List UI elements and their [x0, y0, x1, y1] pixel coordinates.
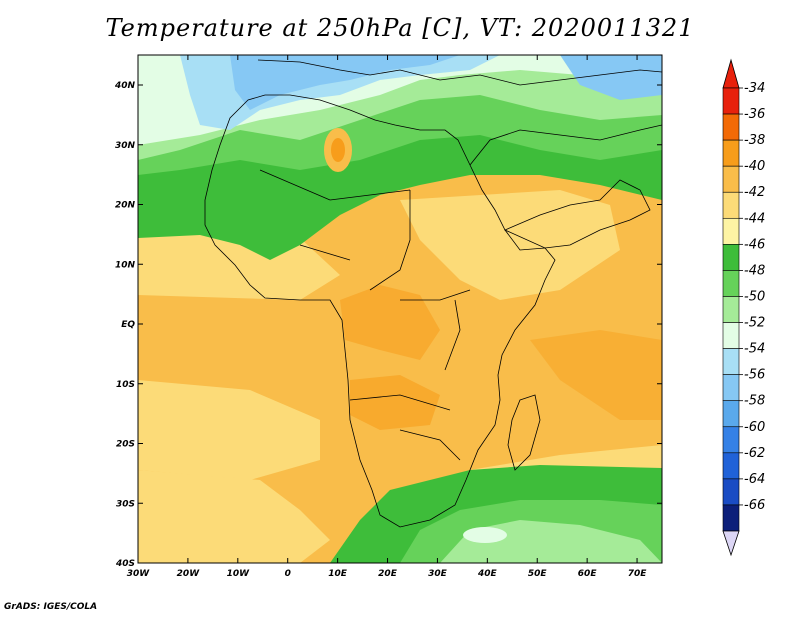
colorbar-label: -62 — [744, 446, 765, 461]
country-borders — [259, 169, 471, 461]
colorbar-label: -66 — [744, 498, 765, 513]
colorbar-label: -58 — [744, 394, 765, 409]
band-minus-56-northeast — [560, 55, 662, 100]
colorbar-swatch — [722, 244, 740, 271]
colorbar-label: -50 — [744, 289, 765, 304]
lat-tick-label: 30N — [115, 141, 136, 151]
colorbar-label: -46 — [744, 237, 765, 252]
colorbar-swatch — [722, 374, 740, 402]
lon-tick-label: 10E — [328, 569, 348, 579]
colorbar: -34 -36 -38 -40 -42 -44 -46 -48 -50 -52 -54 -56 -58 -… — [722, 58, 765, 557]
band-minus-38-angola — [350, 375, 440, 430]
lon-tick-label: 20E — [378, 569, 398, 579]
lat-tick-label: 40N — [114, 81, 136, 91]
colorbar-swatch — [722, 426, 740, 454]
colorbar-swatch — [722, 270, 740, 297]
band-minus-38-indian-ocean — [530, 330, 662, 420]
colorbar-label: -44 — [744, 211, 765, 226]
colorbar-label: -56 — [744, 368, 765, 383]
lon-tick-label: 70E — [628, 569, 648, 579]
lon-tick-label: 20W — [177, 569, 201, 579]
africa-coast — [204, 94, 556, 528]
madagascar-coast — [507, 394, 541, 471]
lon-tick-label: 30W — [127, 569, 151, 579]
middle-east-coast — [469, 124, 662, 166]
map-frame — [137, 54, 663, 564]
colorbar-top-arrow — [722, 58, 740, 89]
colorbar-label: -36 — [744, 107, 765, 122]
lon-tick-label: 50E — [528, 569, 548, 579]
lon-tick-label: 60E — [578, 569, 598, 579]
colorbar-swatch — [722, 217, 740, 245]
lat-tick-label: 20S — [116, 440, 135, 450]
lat-tick-label: 40S — [115, 559, 135, 569]
colorbar-label: -34 — [744, 81, 765, 96]
band-minus-52-south — [463, 527, 507, 543]
band-minus-42-northeast — [400, 190, 620, 300]
lon-tick-label: 10W — [227, 569, 251, 579]
colorbar-label: -54 — [744, 342, 765, 357]
colorbar-label: -52 — [744, 316, 765, 331]
colorbar-swatch — [722, 478, 740, 506]
lon-tick-label: 0 — [285, 569, 291, 579]
lon-tick-label: 40E — [477, 569, 498, 579]
map-title: Temperature at 250hPa [C], VT: 202001132… — [105, 14, 695, 42]
colorbar-swatch — [722, 296, 740, 323]
colorbar-label: -60 — [744, 420, 765, 435]
colorbar-swatch — [722, 348, 740, 375]
colorbar-label: -40 — [744, 159, 765, 174]
arabia-coast — [504, 179, 651, 249]
lon-tick-label: 30E — [428, 569, 448, 579]
temperature-field — [138, 55, 662, 563]
colorbar-swatch — [722, 400, 740, 428]
colorbar-swatch — [722, 322, 740, 349]
colorbar-swatch — [722, 452, 740, 480]
latitude-axis: 40N 30N 20N 10N EQ 10S 20S 30S 40S — [114, 81, 662, 569]
lat-tick-label: EQ — [121, 320, 135, 330]
band-minus-56-north — [230, 55, 460, 110]
lat-tick-label: 30S — [116, 499, 135, 509]
colorbar-swatch — [722, 113, 740, 141]
colorbar-label: -42 — [744, 185, 765, 200]
lat-tick-label: 10S — [116, 380, 135, 390]
coastlines — [204, 59, 662, 528]
mediterranean-north-coast — [257, 59, 662, 86]
colorbar-swatch — [722, 139, 740, 167]
colorbar-swatch — [722, 504, 740, 532]
grads-credit: GrADS: IGES/COLA — [4, 602, 98, 612]
warm-spot-core — [331, 138, 345, 162]
colorbar-bottom-arrow — [722, 530, 740, 557]
colorbar-label: -38 — [744, 133, 765, 148]
colorbar-swatch — [722, 87, 740, 115]
longitude-axis: 30W 20W 10W 0 10E 20E 30E 40E 50E 60E 70E — [127, 55, 647, 579]
lat-tick-label: 20N — [115, 201, 136, 211]
band-minus-42-southwest — [138, 380, 320, 480]
band-minus-38-congo — [340, 285, 440, 360]
colorbar-label: -48 — [744, 263, 765, 278]
colorbar-swatch — [722, 191, 740, 219]
band-minus-42-south — [138, 470, 330, 563]
lat-tick-label: 10N — [115, 260, 136, 270]
colorbar-label: -64 — [744, 472, 765, 487]
colorbar-swatch — [722, 165, 740, 193]
